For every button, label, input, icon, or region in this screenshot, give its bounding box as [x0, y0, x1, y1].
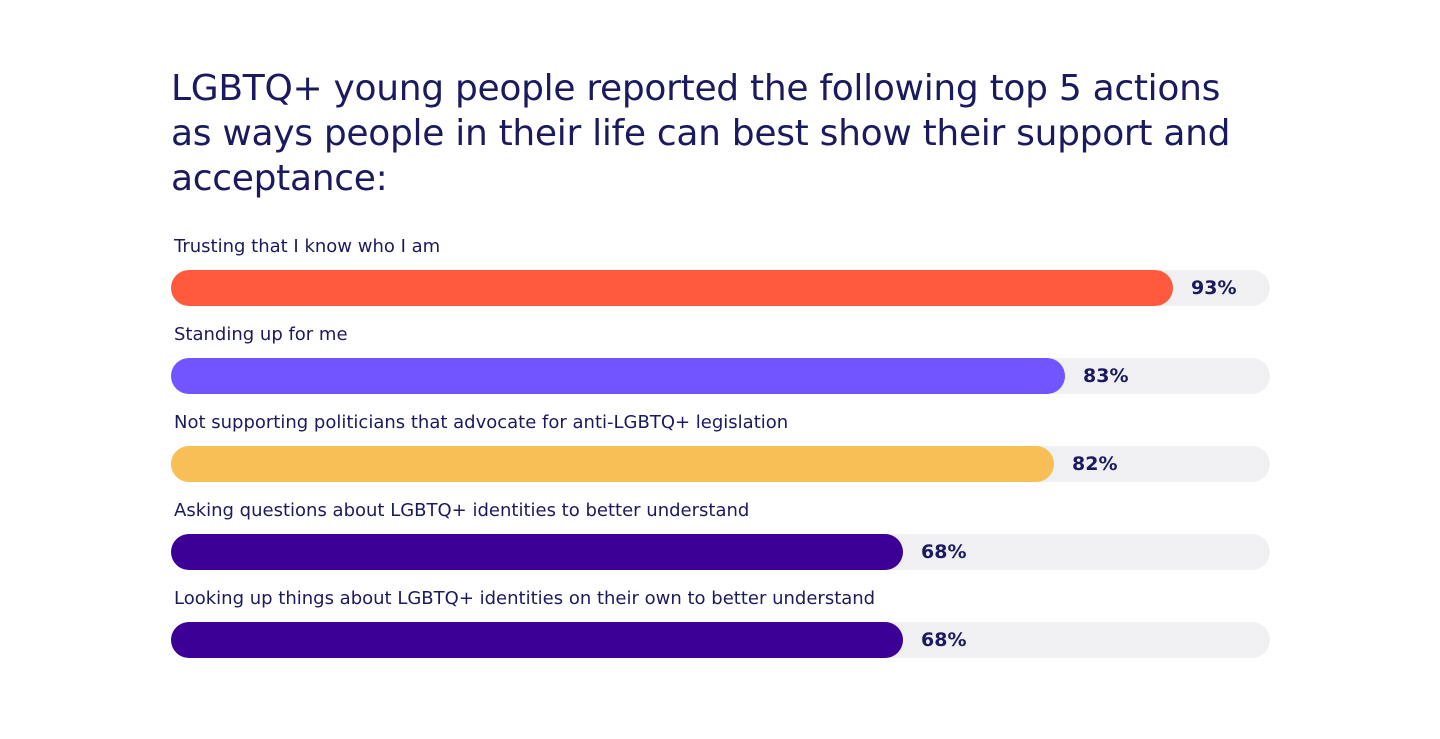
bar-row: Not supporting politicians that advocate…	[171, 408, 1270, 488]
bar-row: Asking questions about LGBTQ+ identities…	[171, 496, 1270, 576]
bar-value-label: 82%	[1072, 453, 1118, 475]
bar-value-label: 93%	[1191, 277, 1237, 299]
bar-value-label: 68%	[921, 541, 967, 563]
bar	[171, 270, 1173, 306]
chart-title: LGBTQ+ young people reported the followi…	[171, 68, 1231, 199]
bar	[171, 358, 1065, 394]
bar-track: 68%	[171, 534, 1270, 570]
bar-track: 68%	[171, 622, 1270, 658]
bar-track: 83%	[171, 358, 1270, 394]
bar-category-label: Looking up things about LGBTQ+ identitie…	[174, 588, 876, 609]
bar	[171, 446, 1054, 482]
bar	[171, 534, 903, 570]
bar-row: Looking up things about LGBTQ+ identitie…	[171, 584, 1270, 664]
bar-track: 93%	[171, 270, 1270, 306]
bar-category-label: Standing up for me	[174, 324, 348, 345]
bar-row: Trusting that I know who I am 93%	[171, 232, 1270, 312]
bar-track: 82%	[171, 446, 1270, 482]
bar-row: Standing up for me 83%	[171, 320, 1270, 400]
bar-category-label: Not supporting politicians that advocate…	[174, 412, 789, 433]
bar	[171, 622, 903, 658]
bar-category-label: Trusting that I know who I am	[174, 236, 441, 257]
bar-category-label: Asking questions about LGBTQ+ identities…	[174, 500, 750, 521]
bar-value-label: 83%	[1083, 365, 1129, 387]
bar-value-label: 68%	[921, 629, 967, 651]
